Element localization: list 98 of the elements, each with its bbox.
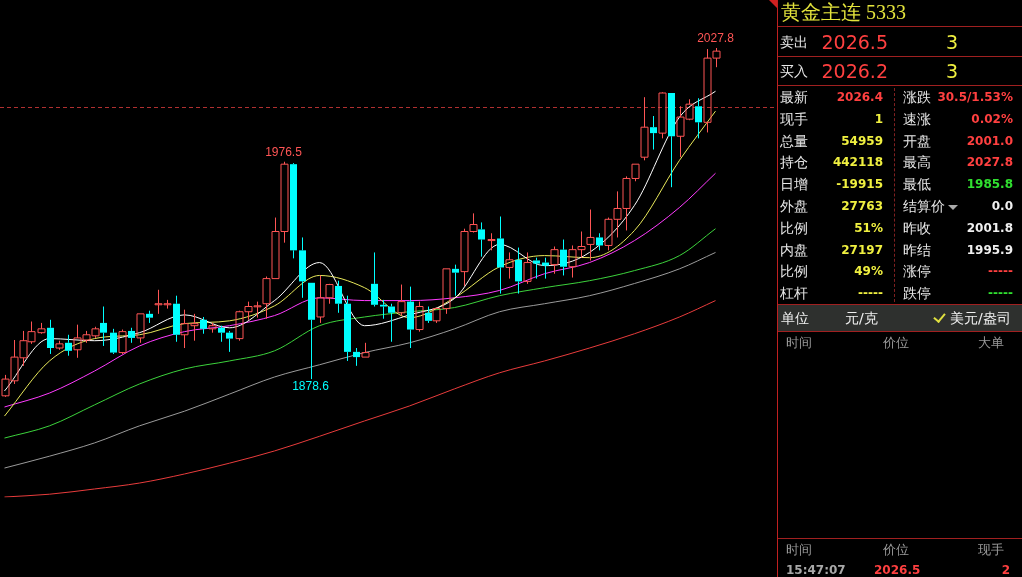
candlestick — [200, 316, 207, 335]
text: 2026.2 — [821, 60, 888, 82]
text: 现手 — [780, 109, 808, 128]
text: 27197 — [841, 241, 883, 259]
candlestick — [478, 221, 485, 258]
text: 15:47:07 — [786, 562, 846, 577]
text: 涨停 — [903, 262, 931, 281]
text: 54959 — [841, 132, 883, 150]
text: ----- — [988, 285, 1013, 303]
candlestick — [586, 209, 595, 261]
candlestick — [515, 247, 522, 295]
text: 日增 — [780, 175, 808, 194]
text: 买入 — [780, 62, 808, 80]
candlestick — [452, 264, 459, 297]
text: 2027.8 — [966, 154, 1013, 172]
candlestick — [344, 295, 351, 362]
text: 2026.4 — [836, 89, 883, 106]
text: 外盘 — [780, 197, 808, 215]
text: 2026.5 — [821, 31, 888, 53]
text: 0.0 — [991, 198, 1013, 215]
text: 2001.0 — [966, 132, 1013, 150]
candlestick — [425, 306, 432, 324]
candlestick — [308, 282, 315, 380]
candlestick — [388, 303, 395, 343]
text: 27763 — [841, 198, 883, 215]
text: 大单 — [978, 334, 1004, 352]
text: 元/克 — [845, 309, 878, 327]
text: 价位 — [883, 541, 909, 559]
text: 3 — [946, 60, 959, 82]
candlestick — [380, 299, 387, 320]
text: 总量 — [780, 131, 808, 150]
candlestick — [100, 306, 107, 347]
candlestick — [550, 246, 559, 275]
text: 49% — [854, 263, 883, 281]
candlestick — [65, 334, 72, 357]
candlestick — [497, 216, 504, 295]
text: 结算价 — [903, 197, 945, 215]
text: 时间 — [786, 541, 812, 559]
candlestick — [226, 330, 233, 353]
text: 比例 — [780, 218, 808, 237]
text: 昨收 — [903, 218, 931, 237]
text: 1 — [874, 110, 883, 128]
text: 开盘 — [903, 131, 931, 150]
annotation: 1878.6 — [292, 379, 330, 394]
text: 1995.9 — [966, 241, 1013, 259]
text: 价位 — [883, 334, 909, 352]
text: ----- — [988, 263, 1013, 281]
text: 30.5/1.53% — [937, 89, 1013, 106]
candlestick — [173, 295, 180, 343]
candlestick — [668, 93, 675, 188]
text: 美元/盎司 — [950, 309, 1011, 327]
text: 时间 — [786, 334, 812, 352]
text: 442118 — [832, 154, 883, 172]
text: 2 — [1001, 562, 1010, 577]
text: 2001.8 — [966, 219, 1013, 237]
text: 现手 — [978, 541, 1004, 559]
annotation: 1976.5 — [265, 145, 303, 160]
candlestick — [695, 97, 702, 139]
text: 内盘 — [780, 240, 808, 259]
annotation: 2027.8 — [697, 31, 735, 46]
candlestick — [533, 257, 540, 280]
text: 持仓 — [780, 153, 808, 172]
text: 51% — [854, 219, 883, 237]
text: 涨跌 — [903, 88, 931, 106]
text: 最新 — [780, 88, 808, 106]
candlestick — [47, 319, 54, 355]
candlestick — [596, 232, 603, 251]
candlestick — [505, 251, 514, 280]
text: 3 — [946, 31, 959, 53]
text: 卖出 — [780, 33, 808, 51]
candlestick — [299, 236, 306, 299]
candlestick — [146, 310, 153, 324]
candlestick — [361, 342, 370, 358]
text: 2026.5 — [874, 562, 921, 577]
candlestick — [560, 239, 567, 276]
text: 昨结 — [903, 240, 931, 259]
candlestick — [335, 280, 342, 314]
candlestick — [542, 257, 549, 280]
text: -19915 — [836, 176, 883, 194]
candlestick — [290, 164, 297, 259]
text: 单位 — [781, 309, 809, 327]
candlestick — [353, 347, 360, 367]
candlestick — [128, 327, 135, 344]
text: 比例 — [780, 262, 808, 281]
text: 黄金主连 5333 — [781, 1, 906, 23]
text: 跌停 — [903, 284, 931, 303]
text: ----- — [858, 285, 883, 303]
candlestick — [371, 251, 378, 308]
text: 杠杆 — [780, 284, 808, 303]
text: 0.02% — [971, 110, 1013, 128]
text: 最低 — [903, 175, 931, 194]
text: 速涨 — [903, 109, 931, 128]
text: 最高 — [903, 153, 931, 172]
candlestick — [407, 286, 414, 349]
candlestick — [487, 232, 496, 251]
candlestick — [650, 115, 657, 151]
text: 1985.8 — [966, 176, 1013, 194]
candlestick — [218, 325, 225, 343]
